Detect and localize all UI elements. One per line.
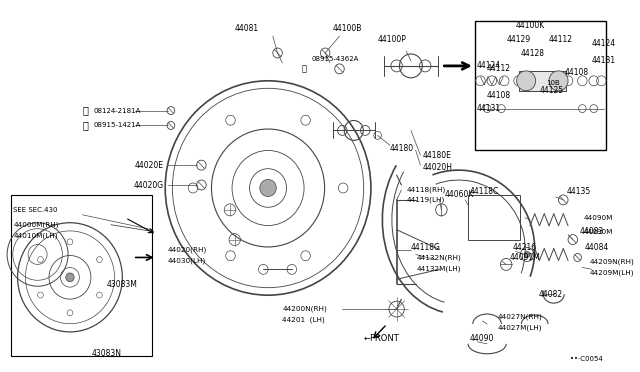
Text: 44060K: 44060K [444,190,474,199]
Text: 44125: 44125 [540,86,564,95]
Text: 44091M: 44091M [510,253,541,262]
Text: 44118G: 44118G [411,243,441,252]
Text: 44129: 44129 [506,35,531,44]
Text: ←FRONT: ←FRONT [364,334,399,343]
Text: 43083N: 43083N [92,349,122,358]
Bar [518,71,566,91]
Text: 44200N(RH): 44200N(RH) [282,306,327,312]
Text: 44108: 44108 [564,68,588,77]
Text: 44027N(RH): 44027N(RH) [497,314,542,320]
Circle shape [524,251,530,257]
Text: 44118(RH): 44118(RH) [407,187,446,193]
Text: 44124: 44124 [477,61,500,70]
Text: 44010M(LH): 44010M(LH) [14,232,58,239]
Text: 44201  (LH): 44201 (LH) [282,317,325,323]
Text: 08915-4362A: 08915-4362A [312,56,359,62]
Text: 44108: 44108 [487,91,511,100]
Text: 44090M: 44090M [583,229,612,235]
Text: 44132N(RH): 44132N(RH) [417,254,461,261]
Circle shape [66,273,74,282]
Text: 44112: 44112 [487,64,511,73]
Text: 43083M: 43083M [106,280,137,289]
Text: 44027M(LH): 44027M(LH) [497,325,542,331]
Text: 44124: 44124 [592,39,616,48]
Text: 10B: 10B [546,80,560,86]
Text: 44090: 44090 [470,334,494,343]
Text: 44180: 44180 [390,144,414,153]
Text: 44100K: 44100K [515,21,545,30]
Circle shape [260,179,276,196]
Text: 44020E: 44020E [134,161,163,170]
Text: 44131: 44131 [592,57,616,65]
Text: 44209N(RH): 44209N(RH) [590,258,635,265]
Text: 44081: 44081 [234,24,259,33]
Text: 44131: 44131 [477,104,500,113]
Text: 44135: 44135 [567,187,591,196]
Text: 44030(LH): 44030(LH) [168,257,206,264]
Text: Ⓥ: Ⓥ [301,64,307,73]
Text: 44216: 44216 [513,243,537,252]
Bar [11,195,152,356]
Text: 44128: 44128 [520,48,545,58]
Text: 44000M(RH): 44000M(RH) [14,221,60,228]
Text: 44084: 44084 [584,243,609,252]
Bar [475,21,606,150]
Text: SEE SEC.430: SEE SEC.430 [13,207,58,213]
Text: 44082: 44082 [538,290,563,299]
Text: 44118C: 44118C [470,187,499,196]
Text: 44020G: 44020G [133,180,163,189]
Text: 44119(LH): 44119(LH) [407,197,445,203]
Text: 44020(RH): 44020(RH) [168,246,207,253]
Bar [468,195,520,240]
Text: 44112: 44112 [549,35,573,44]
Text: 44100P: 44100P [378,35,406,44]
Text: Ⓥ: Ⓥ [83,121,88,131]
Text: 44180E: 44180E [422,151,451,160]
Text: Ⓑ: Ⓑ [83,106,88,116]
Text: 44020H: 44020H [422,163,452,171]
Text: ••·C0054: ••·C0054 [570,356,603,362]
Text: 44132M(LH): 44132M(LH) [417,265,461,272]
Text: 44090M: 44090M [583,215,612,221]
Text: 08124-2181A: 08124-2181A [94,108,141,113]
Circle shape [516,71,536,91]
Text: 44100B: 44100B [333,24,362,33]
Text: 44083: 44083 [579,227,604,236]
Text: 44209M(LH): 44209M(LH) [590,269,634,276]
Circle shape [549,71,568,91]
Text: 08915-1421A: 08915-1421A [94,122,141,128]
